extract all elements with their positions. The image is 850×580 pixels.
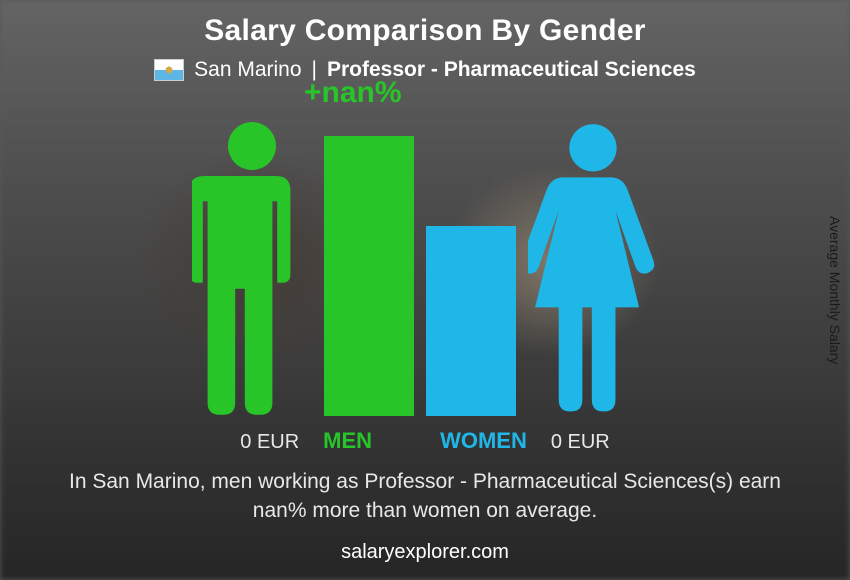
women-figure-col [528,116,658,416]
bars-group: +nan% [324,86,516,416]
flag-icon [154,59,184,81]
women-value: 0 EUR [551,431,610,454]
chart-area: +nan% [0,82,850,434]
woman-icon [528,116,658,416]
caption-text: In San Marino, men working as Professor … [65,468,785,525]
page-title: Salary Comparison By Gender [204,14,646,48]
women-bar [426,226,516,416]
men-bar [324,136,414,416]
y-axis-label: Average Monthly Salary [827,216,843,364]
percent-label: +nan% [304,76,402,110]
man-icon [192,116,312,416]
men-figure-col [192,116,312,416]
country-label: San Marino [194,58,301,82]
footer-link: salaryexplorer.com [341,541,509,564]
side-label-wrap: Average Monthly Salary [820,0,850,580]
infographic-content: Salary Comparison By Gender San Marino |… [0,0,850,580]
subtitle: San Marino | Professor - Pharmaceutical … [154,58,696,82]
men-value: 0 EUR [240,431,299,454]
